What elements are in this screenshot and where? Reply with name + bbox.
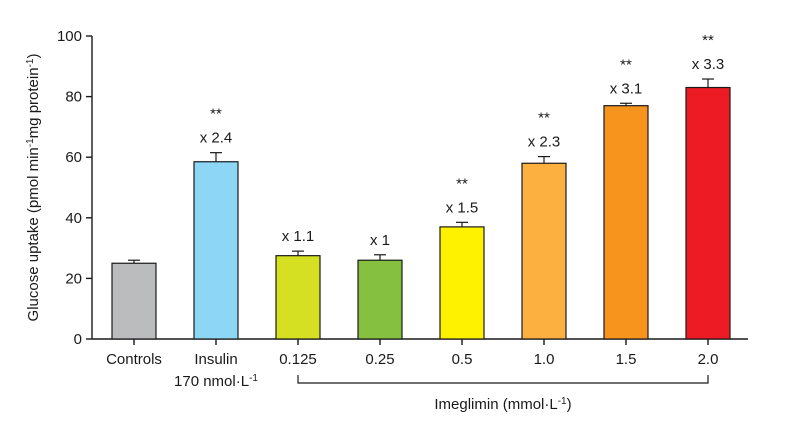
significance-label: ** xyxy=(456,175,468,192)
significance-label: ** xyxy=(538,110,550,127)
bar-controls xyxy=(111,262,157,340)
y-tick-label: 60 xyxy=(65,149,82,166)
x-category-label: Insulin xyxy=(194,351,237,368)
bar-1-5 xyxy=(603,105,649,340)
y-tick-label: 0 xyxy=(74,331,82,348)
axes: 0 20 40 60 80 100 Glucose uptake (pmol min-1mg… xyxy=(25,28,748,348)
fold-change-label: x 2.3 xyxy=(528,134,561,151)
significance-label: ** xyxy=(702,32,714,49)
bar-0-25 xyxy=(357,259,403,340)
significance-label: ** xyxy=(620,56,632,73)
y-axis-label: Glucose uptake (pmol min-1mg protein-1) xyxy=(25,54,43,322)
fold-change-label: x 1.5 xyxy=(446,199,479,216)
x-category-label: 1.5 xyxy=(616,351,637,368)
x-category-label: 2.0 xyxy=(698,351,719,368)
x-category-label: 0.125 xyxy=(279,351,317,368)
x-category-label: Controls xyxy=(106,351,162,368)
bar-1-0 xyxy=(521,162,567,340)
fold-change-label: x 2.4 xyxy=(200,130,233,147)
fold-change-label: x 3.3 xyxy=(692,56,725,73)
fold-change-label: x 3.1 xyxy=(610,80,643,97)
y-tick-label: 80 xyxy=(65,89,82,106)
group-label: Imeglimin (mmol·L-1) xyxy=(434,396,571,414)
y-tick-label: 40 xyxy=(65,210,82,227)
x-category-label: 1.0 xyxy=(534,351,555,368)
bars xyxy=(111,78,731,340)
y-tick-label: 20 xyxy=(65,270,82,287)
bar-0-5 xyxy=(439,226,485,340)
fold-change-label: x 1.1 xyxy=(282,228,315,245)
significance-label: ** xyxy=(210,106,222,123)
insulin-dose-label: 170 nmol·L-1 xyxy=(174,373,258,391)
bar-2-0 xyxy=(685,86,731,340)
group-bracket xyxy=(297,375,709,384)
bar-insulin xyxy=(193,161,239,340)
fold-change-label: x 1 xyxy=(370,232,390,249)
x-category-label: 0.5 xyxy=(452,351,473,368)
labels: Controls Insulin x 2.4 ** 0.125 x 1.1 0.25 x 1 0… xyxy=(106,32,724,413)
x-category-label: 0.25 xyxy=(365,351,394,368)
y-tick-label: 100 xyxy=(57,28,82,45)
bar-0-125 xyxy=(275,255,321,340)
